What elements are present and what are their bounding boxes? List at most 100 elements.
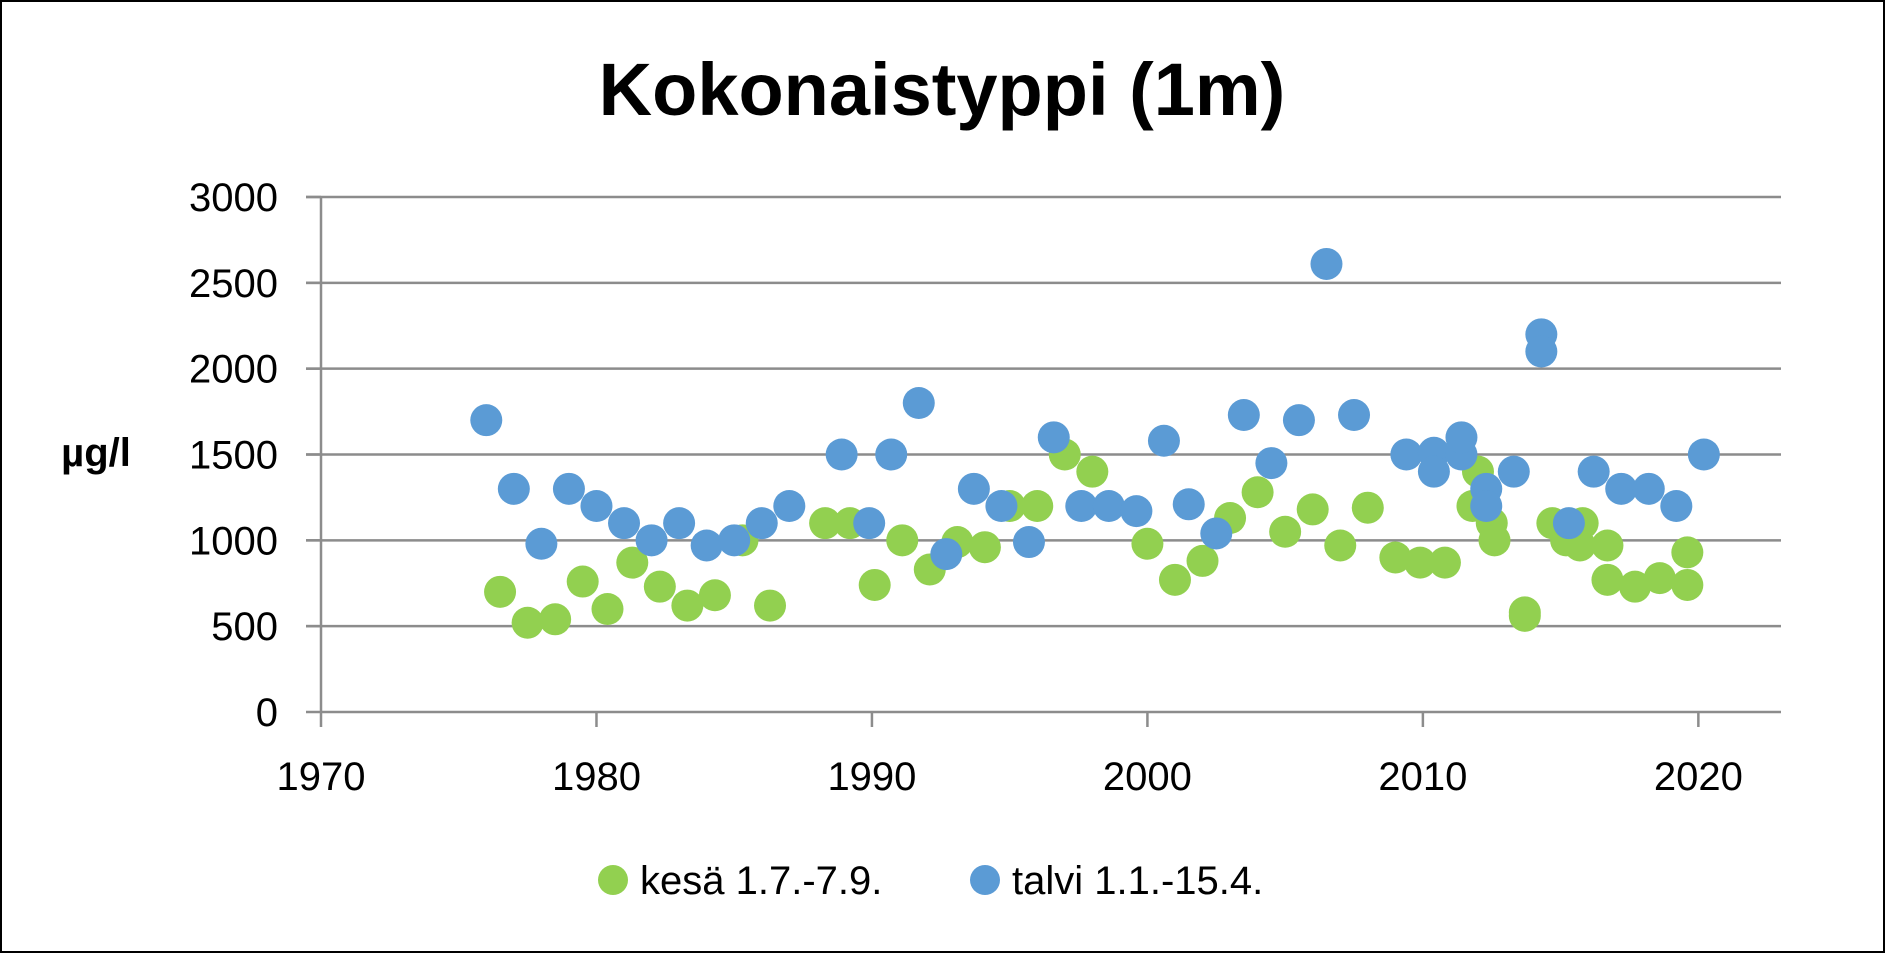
legend-marker-winter <box>970 865 1000 895</box>
point-winter <box>1417 455 1450 488</box>
point-summer <box>1671 536 1704 569</box>
y-tick-label: 1000 <box>189 519 278 563</box>
point-summer <box>1324 529 1357 562</box>
point-winter <box>1470 490 1503 522</box>
point-winter <box>1310 247 1343 280</box>
point-summer <box>1591 529 1624 562</box>
point-winter <box>635 524 668 557</box>
point-summer <box>886 524 919 557</box>
point-winter <box>1552 507 1585 540</box>
point-winter <box>745 507 778 540</box>
point-summer <box>1404 546 1437 579</box>
point-summer <box>1186 544 1219 577</box>
point-summer <box>1428 546 1461 579</box>
point-summer <box>1508 596 1541 629</box>
legend-label-winter: talvi 1.1.-15.4. <box>1012 859 1263 903</box>
point-summer <box>968 531 1001 564</box>
point-summer <box>1021 490 1054 522</box>
point-winter <box>1445 421 1478 454</box>
point-summer <box>1591 563 1624 596</box>
point-winter <box>875 438 908 471</box>
point-summer <box>698 579 731 612</box>
y-tick-label: 2500 <box>189 262 278 306</box>
x-tick-label: 1970 <box>277 755 366 799</box>
y-axis-label: µg/l <box>61 431 131 475</box>
x-tick-label: 2020 <box>1654 755 1743 799</box>
point-winter <box>1605 472 1638 505</box>
point-summer <box>484 575 517 608</box>
point-winter <box>1497 455 1530 488</box>
point-winter <box>1255 447 1288 480</box>
point-summer <box>858 568 891 601</box>
data-points <box>470 247 1720 639</box>
y-tick-label: 3000 <box>189 176 278 220</box>
point-summer <box>1131 527 1164 560</box>
point-winter <box>902 387 935 419</box>
point-summer <box>566 565 599 598</box>
point-winter <box>497 472 530 505</box>
point-summer <box>1158 563 1191 596</box>
point-summer <box>1241 476 1274 509</box>
point-winter <box>1120 495 1153 528</box>
legend-marker-summer <box>598 865 628 895</box>
point-summer <box>591 593 624 625</box>
point-summer <box>671 589 704 622</box>
point-winter <box>985 490 1018 522</box>
point-winter <box>825 438 858 471</box>
point-summer <box>1643 562 1676 595</box>
point-winter <box>525 527 558 560</box>
point-winter <box>552 472 585 505</box>
point-winter <box>957 472 990 505</box>
point-summer <box>1379 541 1412 574</box>
point-summer <box>1619 570 1651 603</box>
x-tick-label: 2000 <box>1103 755 1192 799</box>
point-summer <box>809 507 842 540</box>
point-winter <box>1227 399 1260 432</box>
point-winter <box>1577 455 1610 488</box>
point-winter <box>1200 517 1233 550</box>
y-tick-label: 0 <box>256 691 278 735</box>
axes <box>306 195 1781 727</box>
point-winter <box>1632 472 1665 505</box>
point-winter <box>1525 335 1558 368</box>
point-winter <box>1687 438 1720 471</box>
point-winter <box>1660 490 1693 522</box>
point-winter <box>580 490 613 522</box>
point-winter <box>1012 526 1045 559</box>
x-tick-label: 2010 <box>1378 755 1467 799</box>
point-summer <box>616 546 649 579</box>
point-summer <box>1671 568 1704 601</box>
legend-label-summer: kesä 1.7.-7.9. <box>640 859 882 903</box>
point-summer <box>1478 524 1511 557</box>
point-summer <box>1269 515 1302 548</box>
point-winter <box>773 490 806 522</box>
point-winter <box>1338 399 1371 432</box>
point-winter <box>1172 488 1205 521</box>
point-winter <box>608 507 641 540</box>
x-tick-label: 1990 <box>827 755 916 799</box>
point-winter <box>1390 438 1423 471</box>
point-winter <box>1092 490 1125 522</box>
y-tick-label: 500 <box>211 605 278 649</box>
chart-title: Kokonaistyppi (1m) <box>599 48 1286 131</box>
point-winter <box>1065 490 1098 522</box>
point-summer <box>1351 491 1384 524</box>
point-summer <box>1296 493 1329 526</box>
legend: kesä 1.7.-7.9. talvi 1.1.-15.4. <box>598 859 1263 903</box>
point-winter <box>470 404 503 437</box>
y-tick-label: 1500 <box>189 434 278 478</box>
gridlines <box>306 195 1781 628</box>
point-summer <box>754 589 787 622</box>
point-winter <box>930 538 963 571</box>
tick-labels: 0 500 1000 1500 2000 2500 3000 1970 1980 1990 2000… <box>189 176 1743 799</box>
point-winter <box>718 524 751 557</box>
point-summer <box>1076 455 1109 488</box>
point-winter <box>1037 421 1070 454</box>
x-tick-label: 1980 <box>552 755 641 799</box>
point-winter <box>853 507 886 540</box>
point-winter <box>1147 424 1180 457</box>
point-summer <box>643 570 676 603</box>
y-tick-label: 2000 <box>189 348 278 392</box>
